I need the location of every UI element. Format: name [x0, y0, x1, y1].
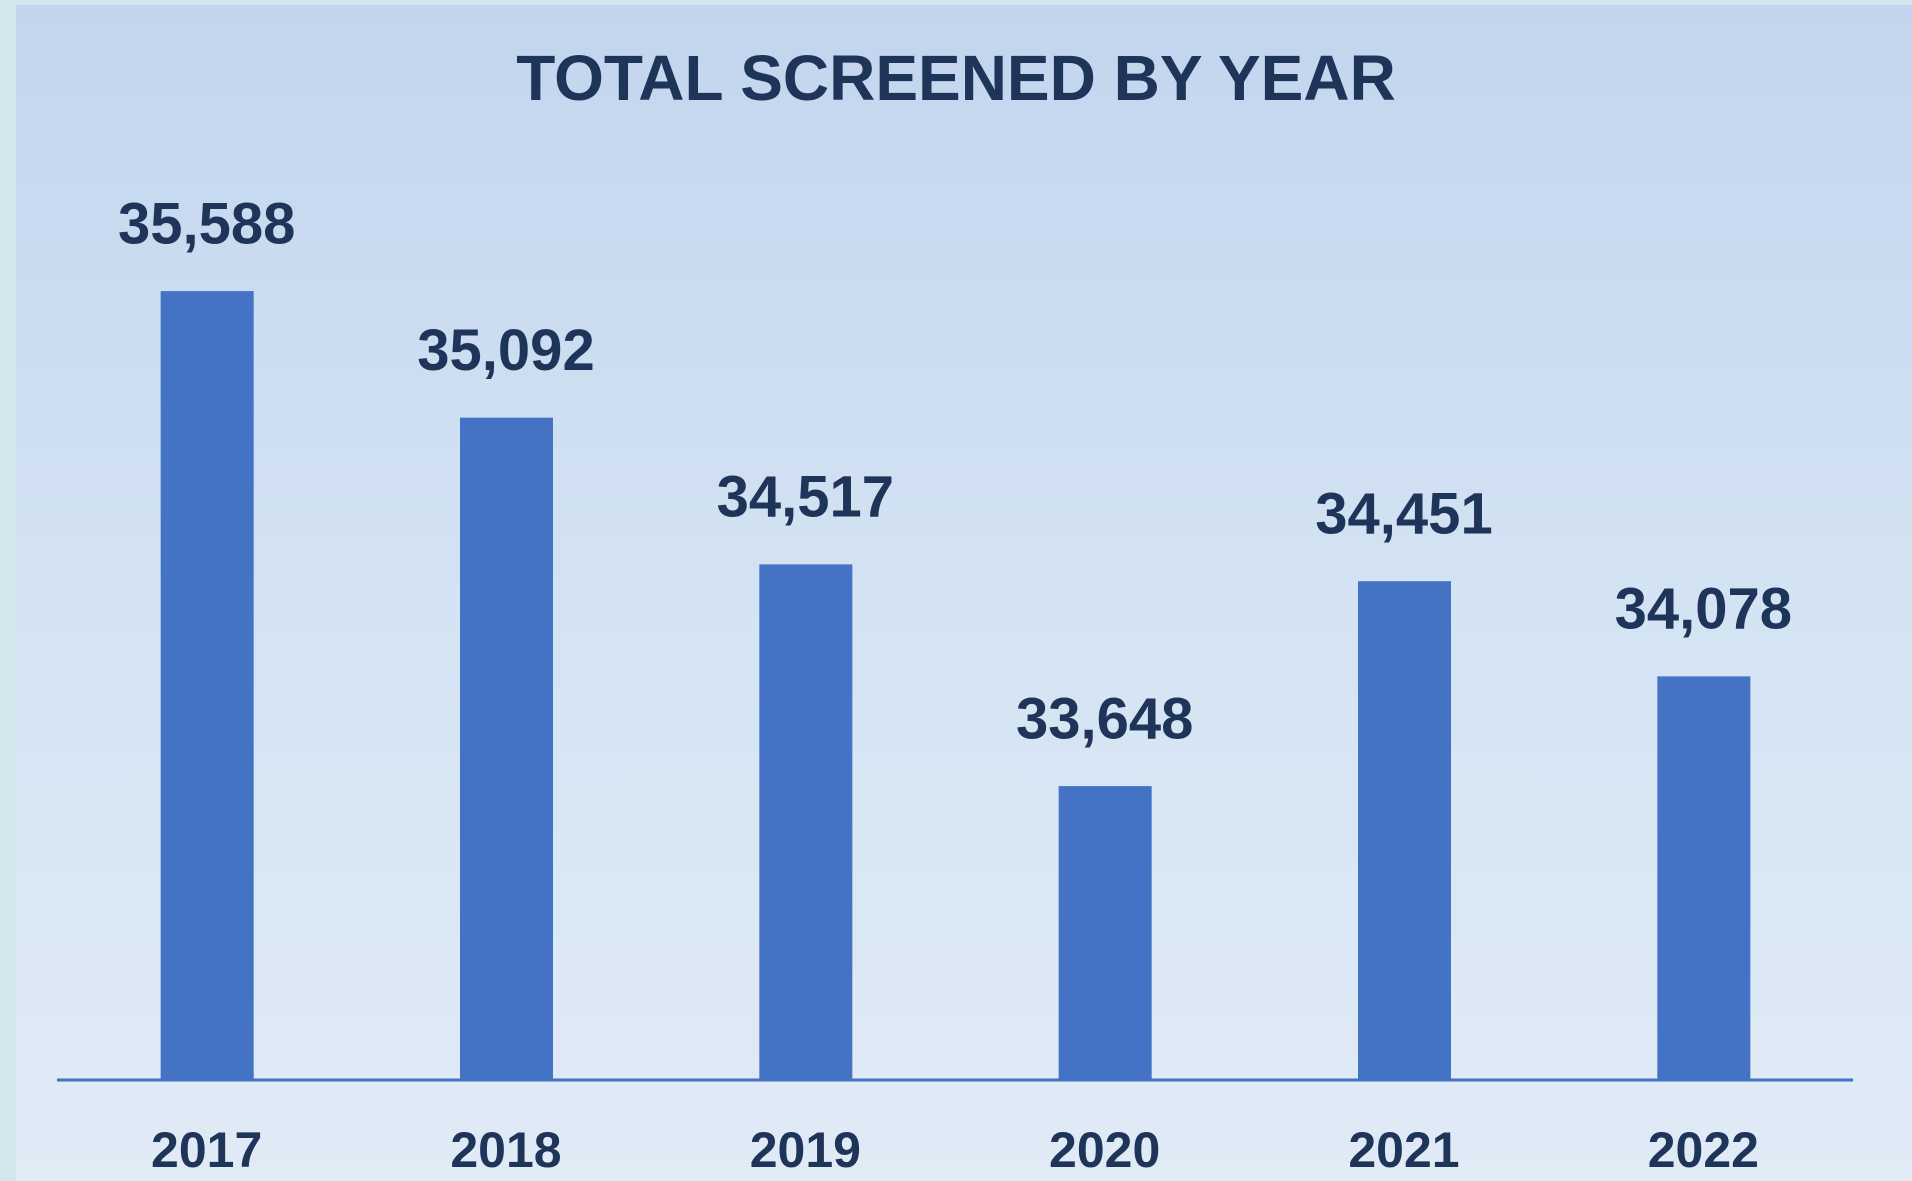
bar: [160, 291, 254, 1079]
x-tick-label: 2021: [1348, 1122, 1459, 1178]
data-label: 35,092: [417, 318, 594, 383]
data-label: 34,517: [717, 465, 894, 530]
data-label: 34,451: [1315, 482, 1492, 547]
chart-title: TOTAL SCREENED BY YEAR: [516, 42, 1396, 114]
x-tick-label: 2017: [151, 1122, 262, 1178]
bar: [1358, 581, 1451, 1079]
x-tick-label: 2022: [1648, 1122, 1759, 1178]
data-label: 35,588: [118, 191, 295, 256]
bar: [460, 417, 553, 1080]
bar: [1657, 676, 1751, 1079]
data-label: 34,078: [1615, 577, 1792, 642]
bar: [1058, 786, 1152, 1079]
x-tick-label: 2019: [750, 1122, 861, 1178]
bar: [759, 564, 853, 1079]
plot-background: [16, 5, 1912, 1181]
x-tick-label: 2020: [1049, 1122, 1160, 1178]
data-label: 33,648: [1016, 686, 1193, 751]
x-tick-label: 2018: [450, 1122, 561, 1178]
